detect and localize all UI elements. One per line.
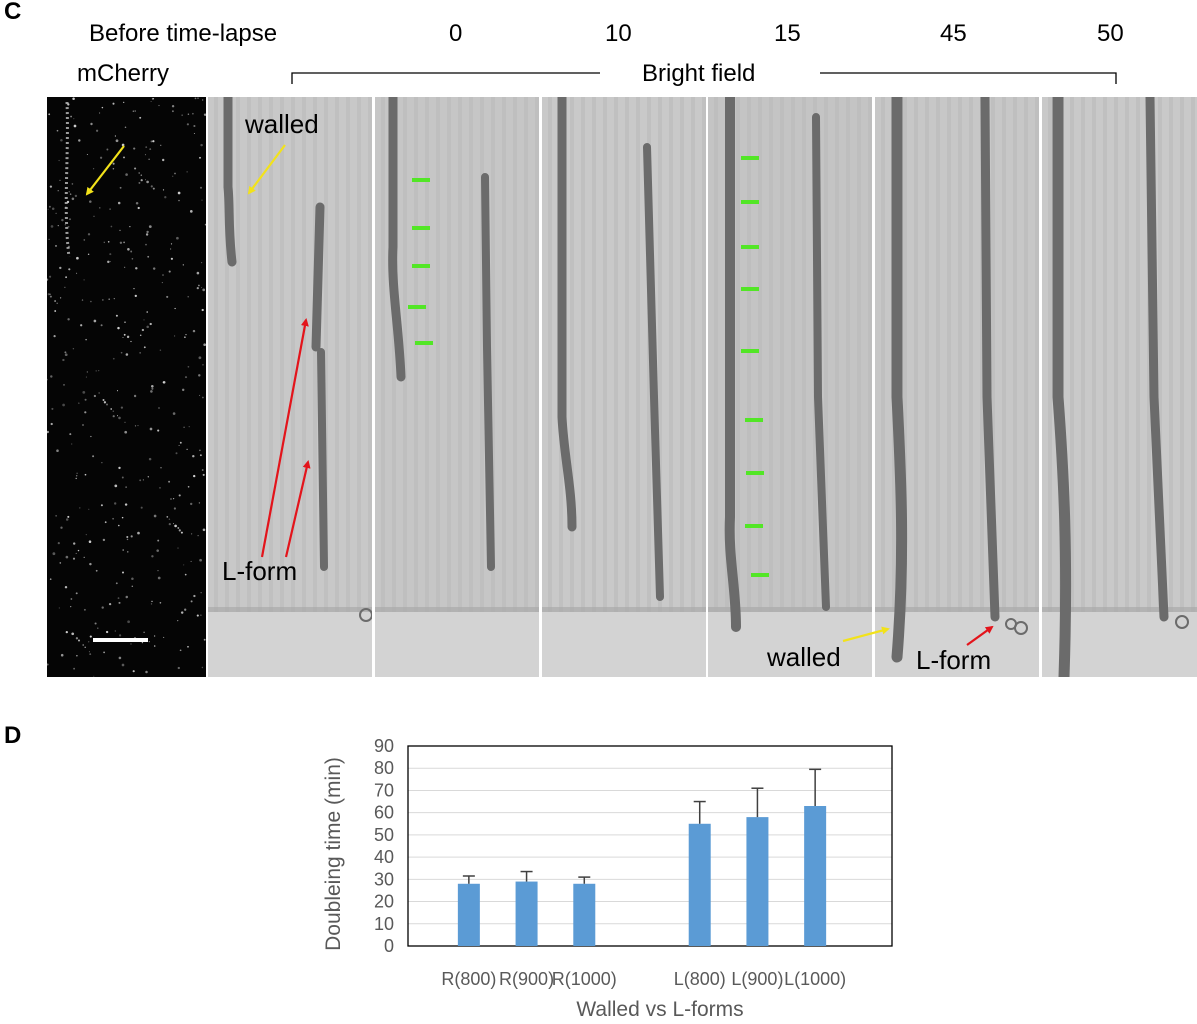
bar	[746, 817, 769, 946]
panel-d-letter: D	[4, 722, 22, 749]
walled-label-bottom: walled	[767, 642, 841, 672]
header-time-0: 0	[449, 20, 463, 47]
x-tick-label: R(800)	[441, 969, 496, 989]
bar	[573, 883, 596, 946]
plot-frame	[407, 745, 893, 947]
x-tick-label: R(900)	[499, 969, 554, 989]
bright-field-bracket	[291, 72, 1117, 84]
annotation-arrows	[85, 144, 994, 646]
y-tick-label: 30	[374, 869, 394, 889]
y-tick-label: 20	[374, 892, 394, 912]
y-tick-label: 80	[374, 758, 394, 778]
bright-field-label: Bright field	[642, 60, 756, 87]
x-tick-label: L(1000)	[784, 969, 846, 989]
mcherry-fluorescence-image	[47, 97, 206, 677]
header-time-15: 15	[774, 20, 801, 47]
y-tick-label: 90	[374, 736, 394, 756]
y-tick-label: 0	[384, 936, 394, 956]
y-tick-label: 70	[374, 780, 394, 800]
bright-field-image-t0	[375, 97, 539, 677]
walled-label-top: walled	[245, 109, 319, 139]
x-tick-label: R(1000)	[552, 969, 617, 989]
bright-field-image-before	[208, 97, 372, 677]
x-tick-label: L(900)	[731, 969, 783, 989]
header-time-10: 10	[605, 20, 632, 47]
bar	[688, 823, 711, 946]
y-tick-label: 10	[374, 914, 394, 934]
bright-field-image-t10	[542, 97, 706, 677]
header-time-45: 45	[940, 20, 967, 47]
x-axis-title: Walled vs L-forms	[576, 998, 743, 1021]
scale-bar	[93, 638, 148, 642]
lform-label-left: L-form	[222, 556, 298, 586]
yellow-arrow-walled-bottom	[842, 626, 890, 643]
y-tick-label: 60	[374, 803, 394, 823]
bar	[457, 883, 480, 946]
header-time-50: 50	[1097, 20, 1124, 47]
bright-field-image-t50	[1042, 97, 1197, 677]
y-tick-label: 50	[374, 825, 394, 845]
bar	[804, 806, 827, 946]
bright-field-image-t45	[875, 97, 1039, 677]
red-arrow-lform-2	[284, 460, 311, 558]
yellow-arrow-walled-top	[247, 144, 286, 195]
y-tick-label: 40	[374, 847, 394, 867]
x-tick-label: L(800)	[674, 969, 726, 989]
red-arrow-lform-bottom	[966, 625, 994, 646]
bar	[515, 881, 538, 946]
panel-c-letter: C	[4, 0, 22, 25]
header-before-time-lapse: Before time-lapse	[89, 20, 278, 47]
yellow-arrow-mcherry	[85, 145, 125, 196]
lform-label-bottom: L-form	[916, 645, 992, 675]
red-arrow-lform-1	[260, 318, 309, 558]
bright-field-image-t15	[708, 97, 872, 677]
mcherry-label: mCherry	[77, 60, 170, 87]
y-axis-title: Doubleing time (min)	[322, 757, 345, 951]
